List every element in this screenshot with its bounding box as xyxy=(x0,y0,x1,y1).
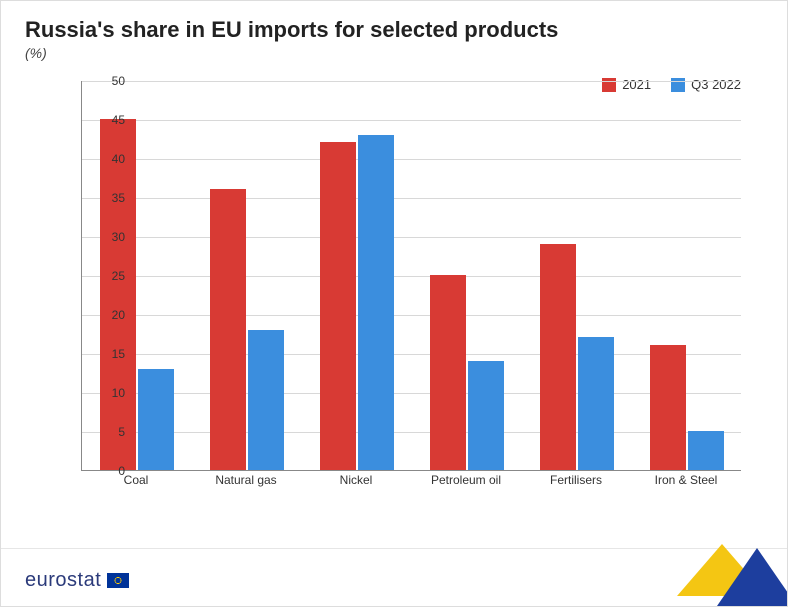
xtick-label: Coal xyxy=(124,473,149,487)
gridline xyxy=(82,237,741,238)
bar-group xyxy=(210,189,284,470)
gridline xyxy=(82,120,741,121)
ytick-label: 15 xyxy=(101,347,125,361)
chart-subtitle: (%) xyxy=(25,45,47,61)
ytick-label: 30 xyxy=(101,230,125,244)
xtick-label: Petroleum oil xyxy=(431,473,501,487)
ytick-label: 45 xyxy=(101,113,125,127)
bar xyxy=(100,119,136,470)
logo-text: eurostat xyxy=(25,569,101,592)
ytick-label: 10 xyxy=(101,386,125,400)
gridline xyxy=(82,393,741,394)
gridline xyxy=(82,198,741,199)
gridline xyxy=(82,315,741,316)
plot-area xyxy=(81,81,741,471)
bar xyxy=(578,337,614,470)
chart-title: Russia's share in EU imports for selecte… xyxy=(25,17,558,43)
gridline xyxy=(82,432,741,433)
gridline xyxy=(82,81,741,82)
ytick-label: 35 xyxy=(101,191,125,205)
bar xyxy=(358,135,394,470)
chart-area: 2021 Q3 2022 05101520253035404550CoalNat… xyxy=(51,71,761,511)
bar xyxy=(540,244,576,470)
bar xyxy=(320,142,356,470)
bar-group xyxy=(430,275,504,470)
bar xyxy=(210,189,246,470)
ytick-label: 50 xyxy=(101,74,125,88)
xtick-label: Nickel xyxy=(340,473,373,487)
bar xyxy=(688,431,724,470)
xtick-label: Natural gas xyxy=(215,473,276,487)
gridline xyxy=(82,159,741,160)
bar-group xyxy=(320,135,394,470)
corner-accent-icon xyxy=(607,536,787,606)
ytick-label: 5 xyxy=(101,425,125,439)
bar-group xyxy=(650,345,724,470)
gridline xyxy=(82,276,741,277)
bar xyxy=(248,330,284,470)
gridline xyxy=(82,354,741,355)
footer: eurostat xyxy=(1,548,787,606)
xtick-label: Iron & Steel xyxy=(655,473,718,487)
xtick-label: Fertilisers xyxy=(550,473,602,487)
chart-container: Russia's share in EU imports for selecte… xyxy=(0,0,788,607)
ytick-label: 25 xyxy=(101,269,125,283)
bar-group xyxy=(540,244,614,470)
bar xyxy=(430,275,466,470)
bar-group xyxy=(100,119,174,470)
ytick-label: 20 xyxy=(101,308,125,322)
bar xyxy=(138,369,174,470)
bar xyxy=(650,345,686,470)
ytick-label: 0 xyxy=(101,464,125,478)
eu-flag-icon xyxy=(107,573,129,588)
bar xyxy=(468,361,504,470)
eurostat-logo: eurostat xyxy=(25,569,129,592)
ytick-label: 40 xyxy=(101,152,125,166)
